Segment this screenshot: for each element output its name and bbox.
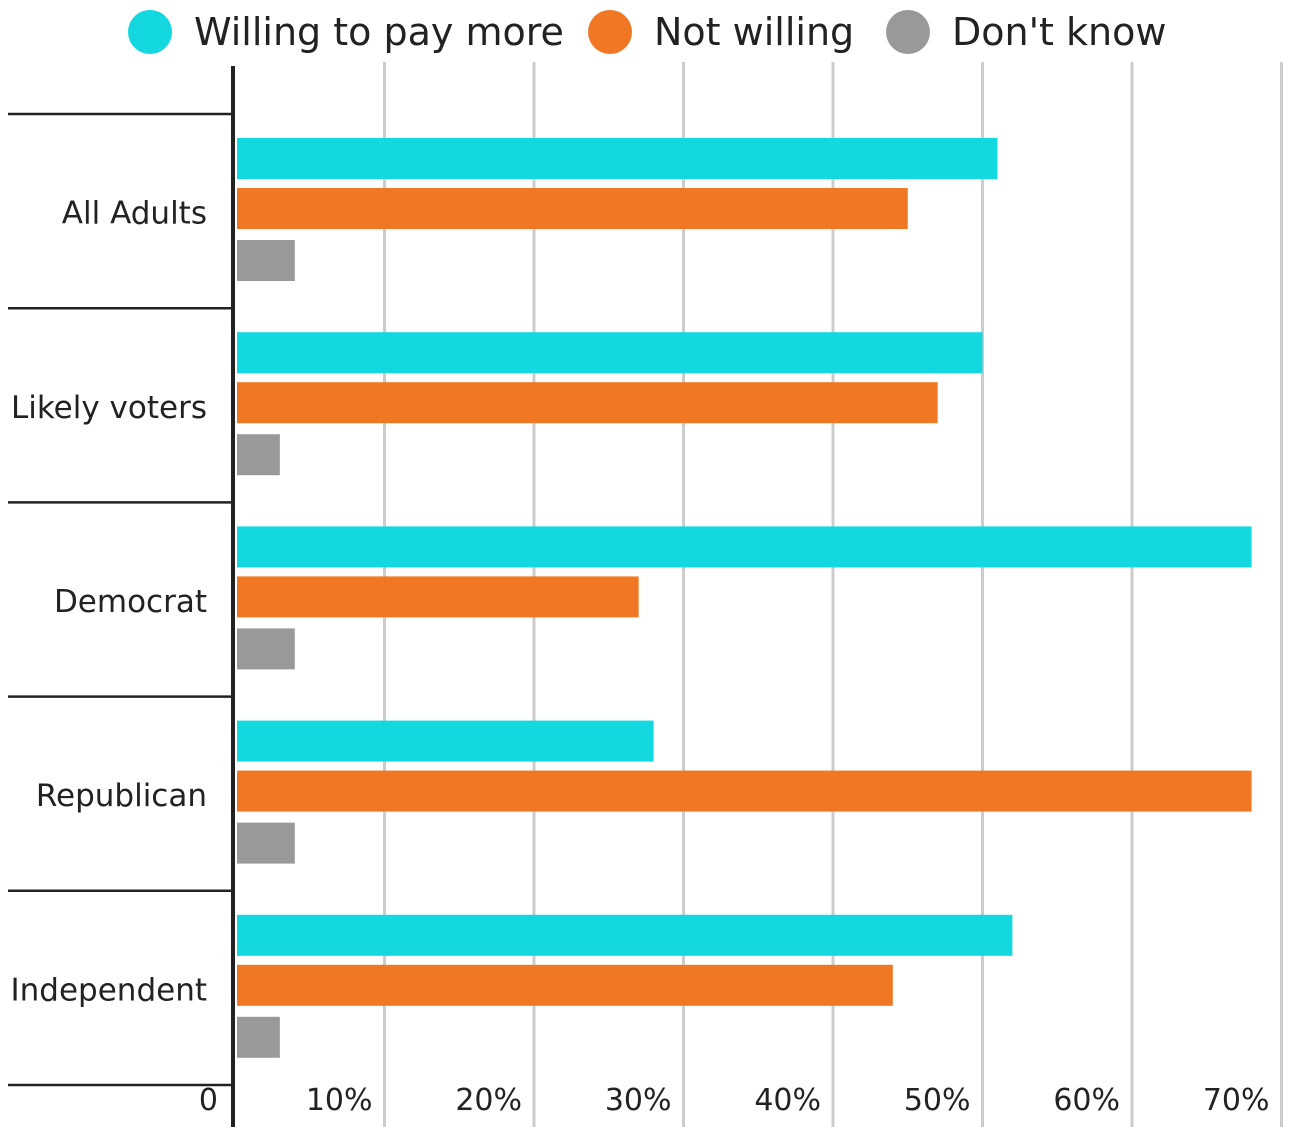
bar-democrat-willing-to-pay-more (237, 526, 1252, 568)
legend-item-willing: Willing to pay more (128, 8, 564, 56)
bar-all-adults-willing-to-pay-more (237, 138, 998, 179)
category-label-independent: Independent (11, 972, 208, 1008)
bar-democrat-don-t-know (237, 628, 295, 670)
x-tick-label-40: 40% (754, 1083, 821, 1118)
legend-label-dont-know: Don't know (952, 10, 1167, 54)
x-tick-label-10: 10% (306, 1083, 373, 1118)
bar-all-adults-not-willing (237, 188, 908, 229)
legend-item-not-willing: Not willing (588, 8, 854, 56)
legend-label-willing: Willing to pay more (194, 10, 564, 54)
bar-likely-voters-not-willing (237, 382, 938, 424)
legend: Willing to pay more Not willing Don't kn… (0, 0, 1291, 62)
category-label-democrat: Democrat (54, 584, 207, 620)
legend-swatch-willing (128, 10, 172, 54)
bar-independent-willing-to-pay-more (237, 914, 1013, 956)
x-tick-label-70: 70% (1203, 1083, 1270, 1118)
legend-item-dont-know: Don't know (886, 8, 1166, 56)
legend-swatch-dont-know (886, 10, 930, 54)
x-tick-label-0: 0 (199, 1083, 218, 1118)
legend-label-not-willing: Not willing (654, 10, 855, 54)
bar-republican-don-t-know (237, 822, 295, 864)
bar-likely-voters-don-t-know (237, 434, 280, 476)
bar-democrat-not-willing (237, 576, 639, 618)
x-tick-label-30: 30% (605, 1083, 672, 1118)
bar-independent-don-t-know (237, 1016, 280, 1058)
bar-republican-not-willing (237, 770, 1252, 812)
bar-all-adults-don-t-know (237, 240, 295, 281)
bar-republican-willing-to-pay-more (237, 720, 654, 762)
category-label-republican: Republican (36, 778, 207, 814)
legend-swatch-not-willing (588, 10, 632, 54)
x-tick-label-50: 50% (904, 1083, 971, 1118)
bar-likely-voters-willing-to-pay-more (237, 332, 983, 374)
category-label-all-adults: All Adults (62, 196, 207, 232)
x-tick-label-60: 60% (1053, 1083, 1120, 1118)
x-tick-label-20: 20% (455, 1083, 522, 1118)
bar-independent-not-willing (237, 964, 893, 1006)
category-label-likely-voters: Likely voters (11, 390, 207, 426)
